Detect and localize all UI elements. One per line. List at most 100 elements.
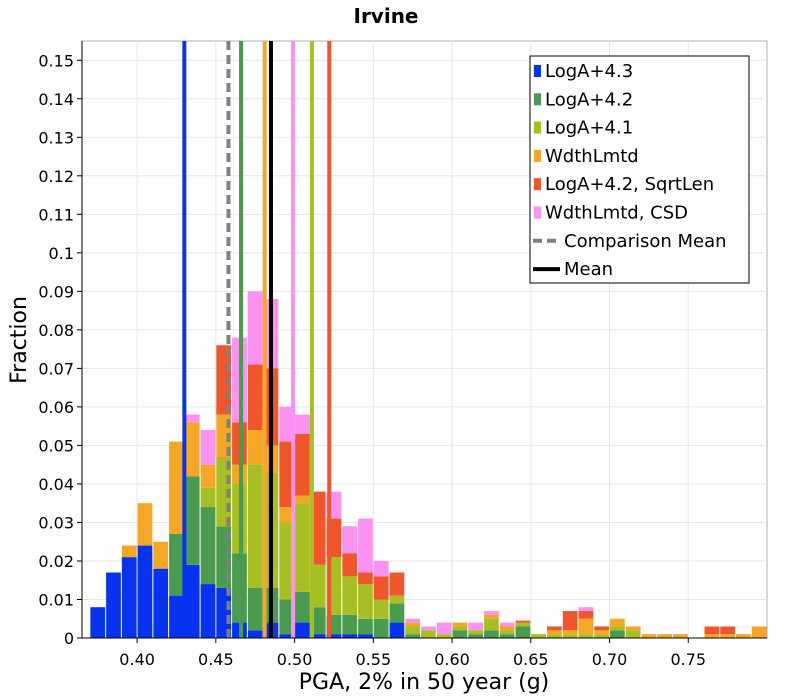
bar-loga-4-1 [531, 634, 547, 638]
bar-loga-4-1 [279, 522, 295, 600]
bar-loga-4-2 [358, 618, 373, 635]
bar-loga-4-2-sqrtlen [373, 576, 389, 600]
bar-loga-4-2 [200, 507, 216, 585]
bar-loga-4-2 [373, 618, 389, 638]
bar-wdthlmtd-csd [184, 414, 200, 423]
bar-loga-4-1 [594, 634, 610, 638]
bar-loga-4-2-sqrtlen [389, 572, 405, 596]
bar-loga-4-3 [200, 584, 216, 638]
legend-swatch-loga-4-1 [534, 121, 541, 134]
legend-label-loga-4-2: LogA+4.2 [545, 89, 633, 110]
legend-label-comparison-mean: Comparison Mean [564, 231, 727, 252]
y-tick-label: 0.1 [49, 244, 74, 263]
bar-loga-4-1 [373, 599, 389, 619]
legend-swatch-wdthlmtd-csd [534, 206, 541, 219]
x-tick-label: 0.55 [356, 650, 392, 669]
bar-loga-4-2 [515, 626, 531, 638]
bar-loga-4-3 [137, 545, 153, 638]
y-tick-label: 0.01 [38, 590, 74, 609]
bar-loga-4-1 [436, 634, 452, 638]
legend-label-wdthlmtd: WdthLmtd [545, 146, 639, 167]
bar-wdthlmtd [184, 422, 200, 477]
bar-wdthlmtd-csd [436, 622, 452, 635]
legend-label-loga-4-2-sqrtlen: LogA+4.2, SqrtLen [545, 174, 714, 195]
bar-loga-4-1 [200, 487, 216, 508]
y-tick-label: 0.05 [38, 436, 74, 455]
y-tick-label: 0.09 [38, 282, 74, 301]
bar-wdthlmtd-csd [468, 622, 484, 631]
bar-loga-4-2 [389, 603, 405, 623]
legend-label-mean: Mean [564, 259, 613, 280]
bar-wdthlmtd-csd [295, 414, 310, 434]
bar-wdthlmtd-csd [247, 291, 263, 365]
bar-loga-4-3 [247, 630, 263, 638]
bar-loga-4-2-sqrtlen [578, 611, 594, 619]
legend-label-loga-4-3: LogA+4.3 [545, 61, 633, 82]
bar-loga-4-2-sqrtlen [358, 572, 373, 585]
legend-swatch-loga-4-3 [534, 65, 541, 77]
bar-loga-4-1 [499, 630, 515, 635]
y-tick-label: 0.07 [38, 359, 74, 378]
bar-wdthlmtd [484, 614, 499, 619]
bar-loga-4-2-sqrtlen [562, 611, 578, 631]
bar-loga-4-3 [90, 607, 106, 638]
y-tick-label: 0.04 [38, 475, 74, 494]
bars-layer [90, 291, 767, 638]
bar-loga-4-1 [468, 630, 484, 635]
bar-wdthlmtd-csd [200, 430, 216, 465]
bar-loga-4-3 [295, 622, 310, 638]
bar-loga-4-2-sqrtlen [342, 553, 358, 577]
bar-loga-4-2-sqrtlen [247, 364, 263, 431]
bar-loga-4-2 [484, 630, 499, 638]
axes: 0.40 0.45 0.50 0.55 0.60 0.65 0.70 0.75 0 0.01 0.0… [38, 41, 767, 669]
bar-wdthlmtd [657, 634, 673, 638]
bar-loga-4-1 [610, 626, 625, 631]
bar-wdthlmtd [641, 634, 657, 638]
bar-loga-4-1 [310, 564, 326, 608]
bar-loga-4-3 [153, 568, 169, 638]
x-tick-label: 0.45 [198, 650, 234, 669]
bar-wdthlmtd [295, 495, 310, 504]
bar-loga-4-1 [342, 576, 358, 615]
bar-loga-4-2 [452, 630, 468, 638]
bar-wdthlmtd [704, 634, 720, 638]
bar-wdthlmtd [625, 626, 641, 631]
bar-loga-4-2 [184, 476, 200, 565]
legend-swatch-wdthlmtd [534, 149, 541, 162]
bar-loga-4-3 [358, 634, 373, 638]
y-tick-label: 0.11 [38, 205, 74, 224]
x-tick-label: 0.60 [434, 650, 470, 669]
bar-wdthlmtd [673, 634, 688, 638]
bar-wdthlmtd [153, 541, 169, 569]
legend-box [529, 55, 750, 284]
bar-loga-4-2-sqrtlen [279, 441, 295, 508]
chart-title: Irvine [354, 4, 419, 28]
bar-loga-4-2 [295, 591, 310, 623]
bar-loga-4-2-sqrtlen [295, 433, 310, 496]
y-axis-title: Fraction [7, 296, 32, 384]
bar-wdthlmtd [137, 503, 153, 546]
bar-loga-4-1 [421, 630, 436, 638]
x-tick-label: 0.70 [592, 650, 628, 669]
legend-swatch-loga-4-2-sqrtlen [534, 178, 541, 191]
bar-loga-4-2 [468, 634, 484, 638]
bar-loga-4-3 [389, 622, 405, 638]
bar-loga-4-2 [310, 607, 326, 635]
bar-wdthlmtd-csd [421, 626, 436, 631]
bar-loga-4-1 [405, 626, 421, 635]
bar-wdthlmtd [610, 618, 625, 627]
bar-loga-4-2 [499, 634, 515, 638]
bar-loga-4-2 [342, 614, 358, 635]
x-axis-title: PGA, 2% in 50 year (g) [299, 670, 550, 695]
x-tick-label: 0.40 [119, 650, 155, 669]
bar-wdthlmtd [578, 618, 594, 635]
mean-lines-layer [182, 41, 332, 638]
bar-wdthlmtd [247, 430, 263, 465]
bar-loga-4-1 [452, 626, 468, 631]
bar-wdthlmtd-csd [358, 518, 373, 573]
bar-loga-4-2 [279, 599, 295, 635]
bar-loga-4-1 [389, 595, 405, 604]
bar-loga-4-1 [295, 503, 310, 592]
y-tick-label: 0.02 [38, 552, 74, 571]
bar-wdthlmtd [547, 630, 562, 635]
